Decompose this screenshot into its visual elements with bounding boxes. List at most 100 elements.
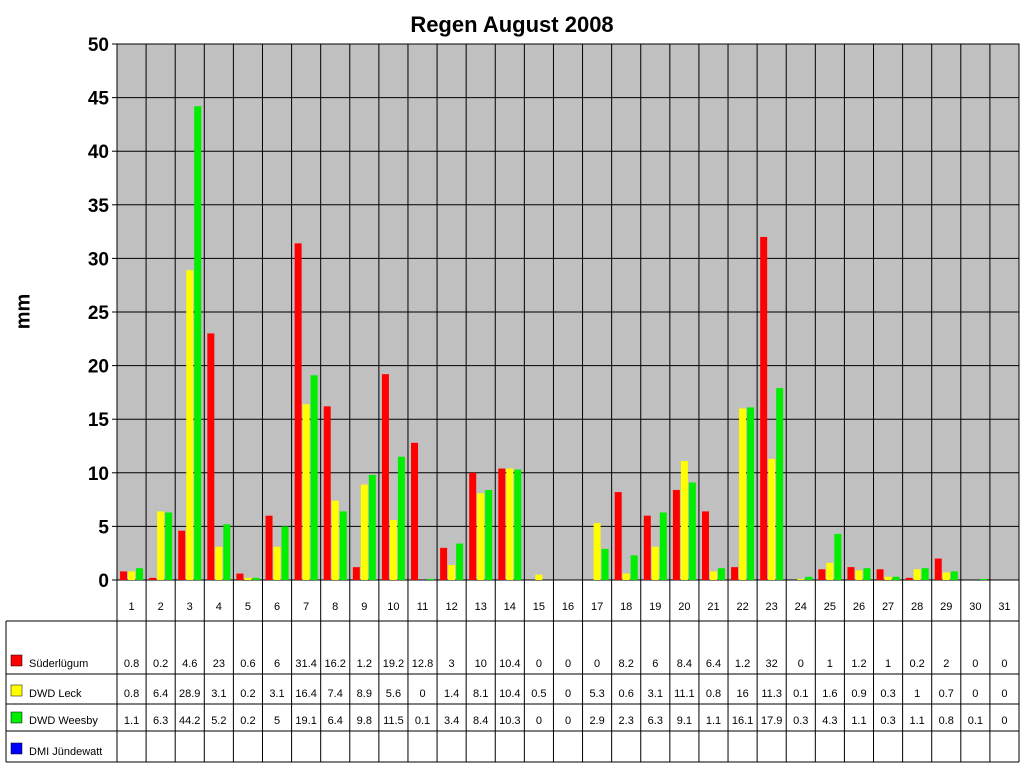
x-tick-label: 2 [158,601,164,613]
data-table-cell: 6.4 [328,715,343,727]
bar-dwd-weesby [223,524,231,580]
data-table-cell: 0 [594,658,600,670]
data-table-cell: 0.3 [880,688,895,700]
bar-dwd-weesby [776,388,784,580]
data-table-cell: 9.1 [677,715,692,727]
x-tick-label: 14 [504,601,516,613]
data-table-cell: 2.3 [619,715,634,727]
bar-dwd-leck [389,519,397,580]
y-tick-label: 25 [88,303,110,324]
x-tick-label: 30 [969,601,981,613]
legend-label: DMI Jündewatt [29,746,102,758]
bar-dwd-weesby [281,526,289,580]
data-table-cell: 5.3 [589,688,604,700]
bar-dwd-weesby [368,474,376,580]
bar-dwd-leck [331,500,339,580]
data-table-cell: 0.2 [240,715,255,727]
data-table-cell: 1 [885,658,891,670]
bar-dwd-leck [157,511,165,580]
x-tick-label: 8 [332,601,338,613]
y-tick-label: 20 [88,357,109,378]
bar-süderlügum [440,547,448,580]
bar-süderlügum [294,243,302,580]
data-table-cell: 12.8 [412,658,433,670]
x-tick-label: 9 [361,601,367,613]
bar-süderlügum [352,567,360,580]
x-tick-label: 22 [736,601,748,613]
data-table-cell: 0 [972,658,978,670]
data-table-cell: 8.9 [357,688,372,700]
x-tick-label: 25 [824,601,836,613]
data-table-cell: 3 [449,658,455,670]
bar-dwd-leck [797,578,805,580]
data-table-cell: 1.4 [444,688,459,700]
data-table-cell: 0.9 [851,688,866,700]
bar-dwd-weesby [397,456,405,580]
y-tick-label: 40 [88,142,109,163]
bar-dwd-weesby [252,577,260,580]
bar-süderlügum [236,573,244,580]
bar-süderlügum [818,569,826,580]
data-table-cell: 0 [1001,688,1007,700]
data-table-cell: 5.2 [211,715,226,727]
bar-süderlügum [323,406,331,580]
data-table-cell: 5.6 [386,688,401,700]
legend-swatch [10,654,23,667]
data-table-cell: 28.9 [179,688,200,700]
data-table-cell: 11.5 [383,715,404,727]
data-table-cell: 0.8 [124,658,139,670]
bar-süderlügum [847,567,855,580]
data-table-cell: 11.1 [674,688,695,700]
bar-süderlügum [905,577,913,580]
bar-dwd-leck [593,523,601,580]
data-table-cell: 0 [972,688,978,700]
x-tick-label: 3 [187,601,193,613]
x-tick-label: 28 [911,601,923,613]
bar-dwd-weesby [717,568,725,580]
bar-süderlügum [411,442,419,580]
x-tick-label: 15 [533,601,545,613]
y-tick-label: 15 [88,410,110,431]
bar-dwd-leck [826,562,834,580]
data-table-cell: 4.3 [822,715,837,727]
data-table-cell: 6.4 [706,658,721,670]
data-table-cell: 4.6 [182,658,197,670]
data-table-cell: 0 [798,658,804,670]
data-table-cell: 1.1 [706,715,721,727]
x-tick-label: 21 [707,601,719,613]
data-table-cell: 11.3 [761,688,782,700]
x-tick-label: 7 [303,601,309,613]
data-table-cell: 0 [419,688,425,700]
bar-süderlügum [760,236,768,580]
bar-dwd-leck [477,493,485,580]
bar-süderlügum [731,567,739,580]
data-table-cell: 0.6 [240,658,255,670]
x-tick-label: 17 [591,601,603,613]
legend-swatch [10,711,23,724]
bar-süderlügum [469,472,477,580]
bar-dwd-weesby [456,543,464,580]
data-table-cell: 16.2 [325,658,346,670]
x-tick-label: 13 [475,601,487,613]
x-tick-label: 24 [795,601,807,613]
y-tick-label: 5 [98,517,109,538]
bar-süderlügum [643,515,651,580]
y-tick-label: 35 [88,196,110,217]
data-table-cell: 0.5 [531,688,546,700]
bar-dwd-weesby [601,548,609,580]
bar-süderlügum [876,569,884,580]
data-table-cell: 0.1 [415,715,430,727]
data-table-cell: 10.4 [499,688,520,700]
bar-dwd-weesby [892,576,900,580]
bar-süderlügum [178,530,186,580]
bar-dwd-weesby [688,482,696,580]
data-table-cell: 0 [1001,715,1007,727]
bar-dwd-weesby [194,106,202,581]
bar-dwd-weesby [310,375,318,580]
data-table-cell: 23 [213,658,225,670]
bar-dwd-weesby [834,533,842,580]
legend-swatch [10,684,23,697]
bar-dwd-weesby [921,568,929,580]
y-tick-label: 45 [88,89,110,110]
